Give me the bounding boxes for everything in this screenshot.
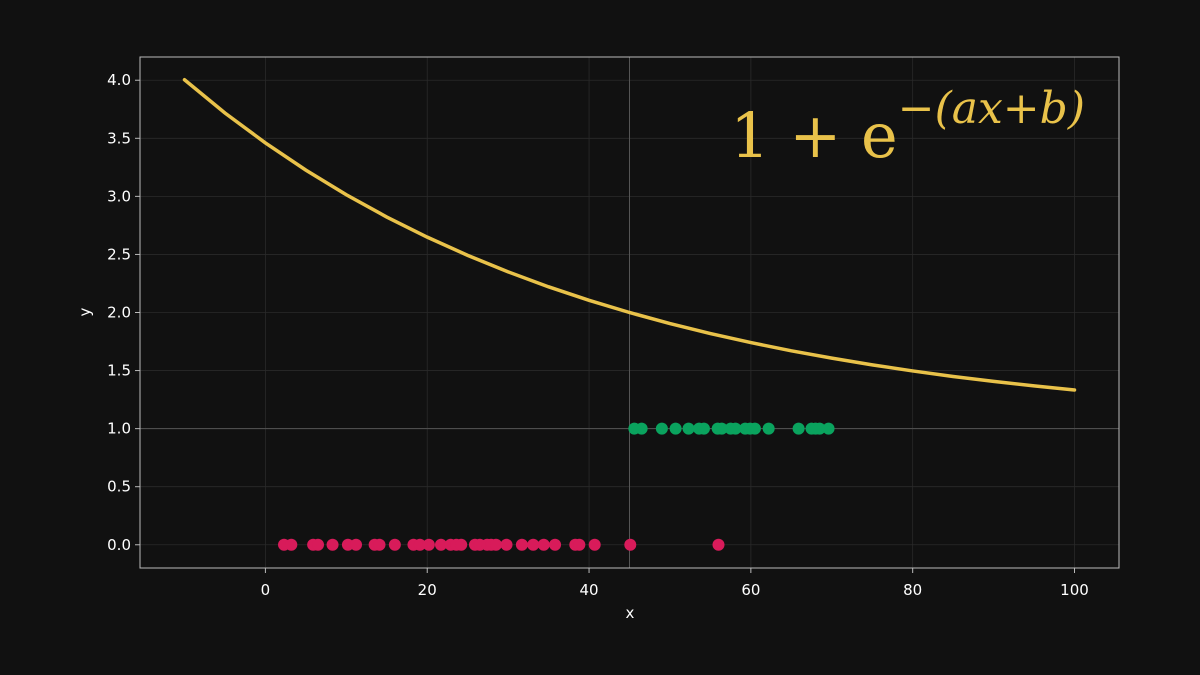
point [715,422,728,435]
point [527,538,540,551]
y-tick-label: 0.5 [107,478,131,496]
point [500,538,513,551]
point [350,538,363,551]
point [434,538,447,551]
y-tick-label: 3.0 [107,187,131,205]
point [455,538,468,551]
y-tick-label: 1.0 [107,420,131,438]
point [413,538,426,551]
y-tick-label: 0.0 [107,536,131,554]
plot-frame [139,56,1120,569]
point [748,422,761,435]
x-tick-label: 80 [903,581,922,599]
point [822,422,835,435]
point [635,422,648,435]
point [697,422,710,435]
y-tick-label: 3.5 [107,129,131,147]
point [285,538,298,551]
x-tick-label: 100 [1060,581,1089,599]
axes-layer: 0 20 40 60 80 100 0.0 0.5 1.0 1.5 2.0 2.5 3.0 3.5 4.0 [107,56,1120,599]
x-tick-label: 20 [418,581,437,599]
x-tick-label: 0 [261,581,271,599]
point [655,422,668,435]
point [422,538,435,551]
point [712,538,725,551]
x-tick-label: 60 [741,581,760,599]
point [490,538,502,551]
mark-layer [182,78,1077,551]
y-tick-label: 2.5 [107,245,131,263]
y-tick-label: 2.0 [107,304,131,322]
y-axis-label: y [76,307,94,316]
formula-exponent: −(ax+b) [898,83,1085,134]
y-tick-label: 4.0 [107,71,131,89]
point [682,422,695,435]
point [537,538,550,551]
formula: 1 + e−(ax+b) [730,83,1085,172]
point [549,538,562,551]
point [312,538,324,551]
curve [182,78,1077,392]
point [588,538,601,551]
point [573,538,586,551]
point [813,422,826,435]
point [669,422,682,435]
x-tick-label: 40 [579,581,598,599]
point [624,538,637,551]
point [729,422,742,435]
x-axis-label: x [626,604,635,622]
y-tick-label: 1.5 [107,362,131,380]
point [388,538,401,551]
formula-base: 1 + e [730,99,898,172]
point [762,422,775,435]
point [792,422,805,435]
point [515,538,528,551]
point [326,538,339,551]
point [373,538,386,551]
